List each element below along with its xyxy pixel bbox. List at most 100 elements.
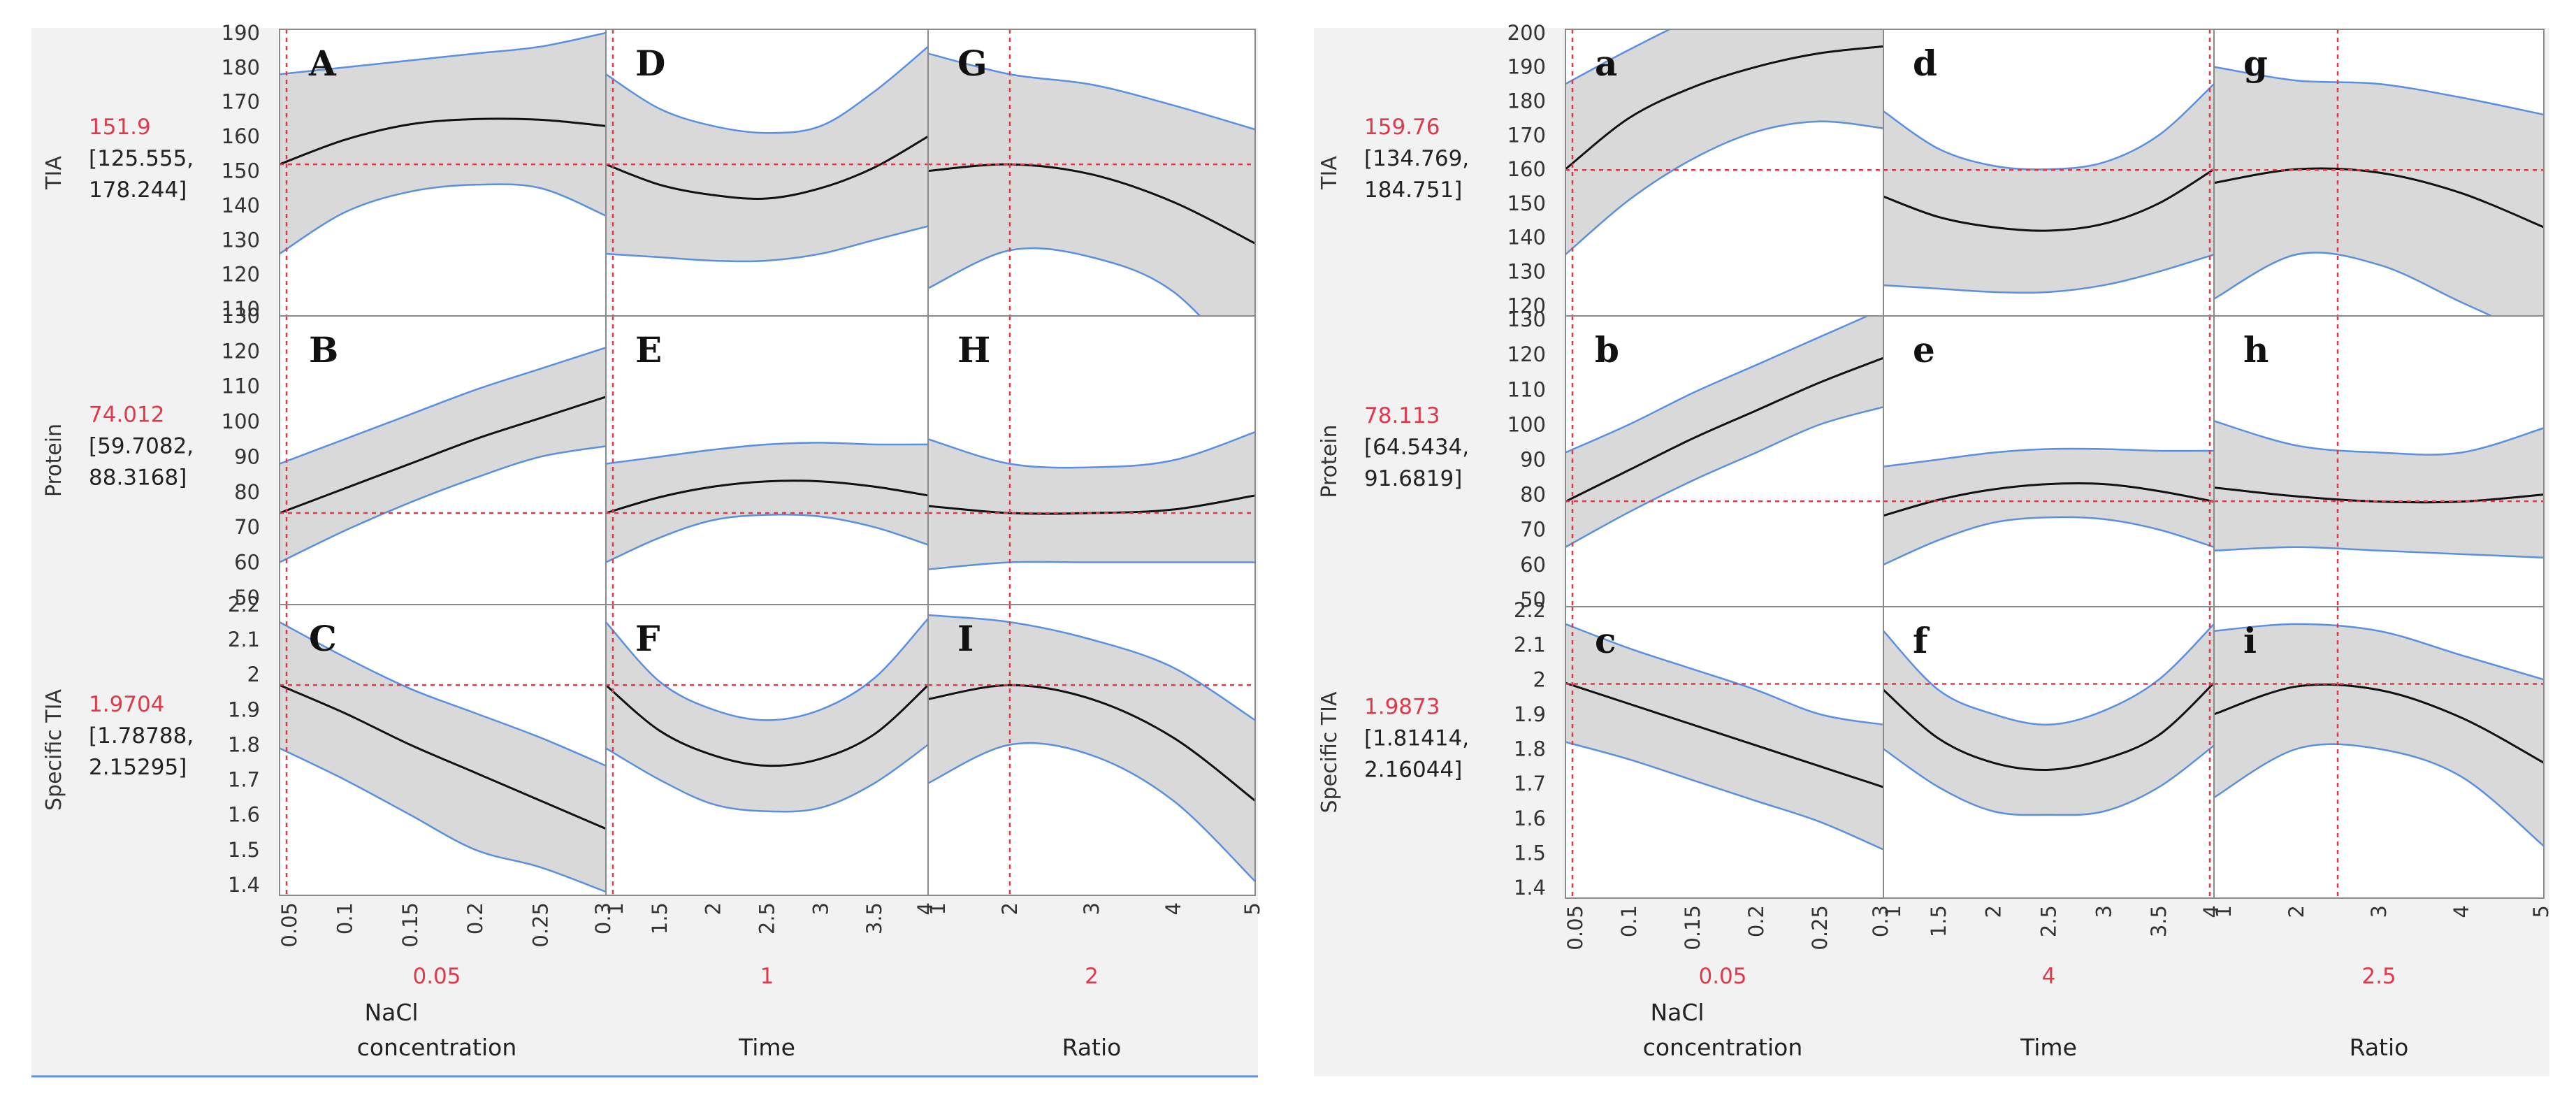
y-tick-label: 110 (222, 297, 260, 321)
x-tick-label: 0.3 (1869, 905, 1893, 937)
lower-ci-line (606, 225, 928, 263)
lower-ci-line (606, 513, 928, 563)
x-tick-label: 0.1 (333, 902, 356, 934)
x-tick-label: 2.5 (2037, 905, 2061, 937)
panel-plot-area (606, 316, 928, 605)
prediction-curve (2214, 683, 2544, 764)
x-tick-label: 3 (2092, 905, 2115, 918)
y-tick-label: 130 (222, 304, 260, 328)
upper-ci-line (1883, 83, 2214, 171)
x-tick-label: 1 (1881, 905, 1905, 918)
upper-ci-line (606, 45, 928, 134)
panel-letter: C (309, 618, 337, 659)
response-ci-upper: 88.3168] (89, 465, 187, 491)
factor-name-line1: NaCl (364, 999, 418, 1026)
response-ci-upper: 178.244] (89, 178, 187, 203)
y-tick-label: 60 (234, 551, 260, 575)
x-tick-label: 4 (2199, 905, 2223, 918)
x-tick-label: 0.25 (1808, 905, 1832, 951)
upper-ci-line (280, 621, 606, 767)
prediction-curve (928, 684, 1255, 802)
y-tick-label: 2.1 (1514, 633, 1546, 657)
lower-ci-line (2214, 546, 2544, 559)
panel-plot-area (928, 605, 1255, 895)
panel-frame (2213, 606, 2545, 899)
y-tick-label: 180 (1507, 89, 1546, 113)
lower-ci-line (2214, 252, 2494, 316)
panel-e: e (1883, 315, 2215, 607)
panel-plot-area (280, 29, 606, 316)
response-ci-upper: 91.6819] (1364, 466, 1462, 491)
panel-letter: d (1913, 43, 1937, 84)
upper-ci-line (2214, 66, 2544, 116)
x-tick-label: 1 (2212, 905, 2236, 918)
response-current-value: 78.113 (1364, 403, 1440, 428)
y-tick-label: 170 (1507, 123, 1546, 147)
factor-name: Time (738, 1034, 795, 1061)
y-tick-label: 2 (1533, 667, 1546, 691)
confidence-band (1883, 448, 2214, 565)
prediction-curve (1565, 45, 1883, 171)
lower-ci-line (928, 561, 1255, 570)
y-tick-label: 110 (222, 375, 260, 398)
response-name: Protein (42, 424, 66, 497)
panel-plot-area (280, 316, 606, 605)
panel-letter: i (2243, 620, 2257, 661)
y-tick-label: 60 (1520, 553, 1546, 577)
panel-plot-area (1565, 607, 1883, 898)
y-tick-label: 160 (1507, 157, 1546, 181)
upper-ci-line (928, 431, 1255, 469)
y-tick-label: 1.9 (228, 698, 260, 721)
y-tick-label: 110 (1507, 377, 1546, 401)
response-ci-lower: [125.555, (89, 146, 194, 171)
y-tick-label: 70 (1520, 518, 1546, 542)
lower-ci-line (280, 445, 606, 563)
panel-letter: h (2243, 329, 2269, 370)
x-tick-label: 0.05 (277, 902, 301, 948)
upper-ci-line (928, 52, 1255, 131)
panel-letter: f (1913, 620, 1930, 661)
x-tick-label: 4 (2450, 905, 2473, 918)
factor-name-line1: NaCl (1650, 999, 1704, 1026)
confidence-band (1565, 623, 1883, 850)
panel-G: G (927, 29, 1256, 317)
upper-ci-line (606, 442, 928, 465)
x-tick-label: 5 (2529, 905, 2553, 918)
prediction-curve (2214, 486, 2544, 504)
x-tick-label: 0.2 (463, 902, 487, 934)
panel-a: a (1565, 29, 1884, 317)
y-tick-label: 50 (1520, 588, 1546, 612)
x-tick-label: 0.05 (1563, 905, 1587, 951)
panel-frame (927, 604, 1256, 896)
response-name: Specific TIA (42, 689, 66, 811)
y-tick-label: 180 (222, 55, 260, 79)
lower-ci-line (1883, 253, 2214, 294)
factor-current-value: 2 (1085, 964, 1099, 989)
x-tick-label: 2 (702, 902, 725, 915)
upper-ci-line (606, 618, 928, 721)
panel-letter: E (635, 329, 662, 370)
y-tick-label: 200 (1507, 21, 1546, 45)
response-name: Protein (1317, 424, 1342, 498)
prediction-curve (280, 117, 606, 166)
y-tick-label: 100 (222, 410, 260, 433)
factor-name-line2: concentration (1643, 1034, 1803, 1061)
x-tick-label: 4 (913, 902, 937, 915)
y-tick-label: 1.9 (1514, 702, 1546, 726)
y-tick-label: 1.5 (228, 838, 260, 862)
panel-c: c (1565, 606, 1884, 899)
y-tick-label: 70 (234, 515, 260, 539)
profiler-group-left: TIA151.9[125.555,178.244]110120130140150… (31, 21, 1264, 1078)
response-current-value: 151.9 (89, 115, 151, 140)
x-tick-label: 1.5 (1927, 905, 1951, 937)
confidence-band (606, 46, 928, 261)
upper-ci-line (280, 31, 606, 75)
upper-ci-line (2214, 420, 2544, 456)
response-name: TIA (1317, 156, 1342, 190)
upper-ci-line (2214, 623, 2544, 681)
x-tick-label: 0.2 (1744, 905, 1768, 937)
confidence-band (1565, 29, 1883, 255)
x-tick-label: 2 (2285, 905, 2308, 918)
x-tick-label: 1 (604, 902, 628, 915)
confidence-band (1883, 84, 2214, 293)
